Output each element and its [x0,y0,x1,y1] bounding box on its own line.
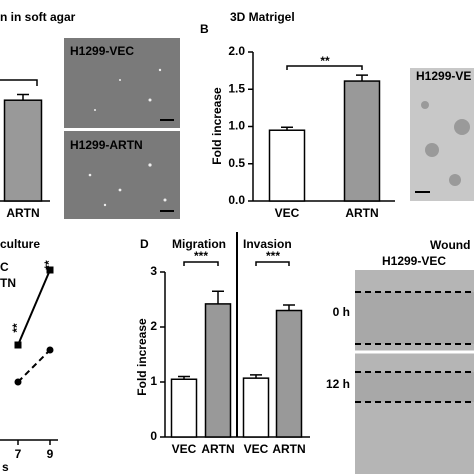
bar [268,129,306,202]
significance-bracket [0,79,38,86]
y-tick-label: 0.0 [228,193,245,207]
panel-label: D [140,237,149,251]
spheroids [421,101,470,186]
significance-bracket [286,65,363,70]
point [46,346,54,354]
x-tick-label: VEC [172,442,197,456]
wound-gap [355,292,474,344]
image-label: H1299-ARTN [70,138,143,152]
x-tick-label: ARTN [6,206,39,220]
group-label: Invasion [243,237,292,251]
panel-label: B [200,22,209,36]
x-tick-label: 9 [47,447,54,461]
x-tick-label: ARTN [345,206,378,220]
y-tick-label: 2 [150,319,157,333]
image-label: H1299-VE [416,69,471,83]
bar [275,309,303,438]
wound-gap [355,372,474,402]
panel-title: Wound [430,238,470,252]
bar [343,80,381,202]
significance: *** [194,249,208,263]
y-axis-label: Fold increase [135,318,149,396]
error-bar [356,74,368,82]
error-bar [17,93,29,101]
group-label: Migration [172,237,226,251]
error-bar [283,304,295,311]
row-label: 0 h [333,305,350,319]
x-tick-label: VEC [275,206,300,220]
y-tick-label: 0 [150,429,157,443]
micrograph [64,38,180,128]
x-tick-label: ARTN [272,442,305,456]
x-tick-label: ARTN [201,442,234,456]
error-bar [250,374,262,379]
point [14,378,22,386]
legend-label: TN [0,276,16,290]
y-axis-label: Fold increase [210,87,224,165]
x-tick-label: VEC [244,442,269,456]
y-tick-label: 1.0 [228,119,245,133]
line [17,269,51,346]
panel-title: n in soft agar [0,10,76,24]
image-label: H1299-VEC [70,44,134,58]
panel-title: culture [0,237,40,251]
error-bar [281,126,293,131]
x-tick-label: 7 [15,447,22,461]
image-label: H1299-VEC [382,254,446,268]
significance-bracket [183,261,219,266]
y-tick-label: 3 [150,264,157,278]
bar [170,378,198,438]
significance: *** [266,249,280,263]
legend-label: C [0,260,9,274]
error-bar [178,375,190,380]
y-tick-label: 0.5 [228,156,245,170]
micrograph [64,131,180,219]
bar [204,303,232,438]
significance-bracket [255,261,290,266]
panel-title: 3D Matrigel [230,10,295,24]
line [17,349,51,383]
significance: ** [320,54,330,68]
point [14,341,22,349]
colonies [88,68,167,207]
point [46,266,54,274]
y-tick-label: 2.0 [228,44,245,58]
bar [242,377,270,438]
y-tick-label: 1 [150,374,157,388]
x-axis-label: s [2,460,9,474]
y-tick-label: 1.5 [228,81,245,95]
significance: ** [42,260,56,270]
significance: ** [10,323,24,333]
bar [3,99,43,202]
error-bar [212,290,224,304]
row-label: 12 h [326,377,350,391]
